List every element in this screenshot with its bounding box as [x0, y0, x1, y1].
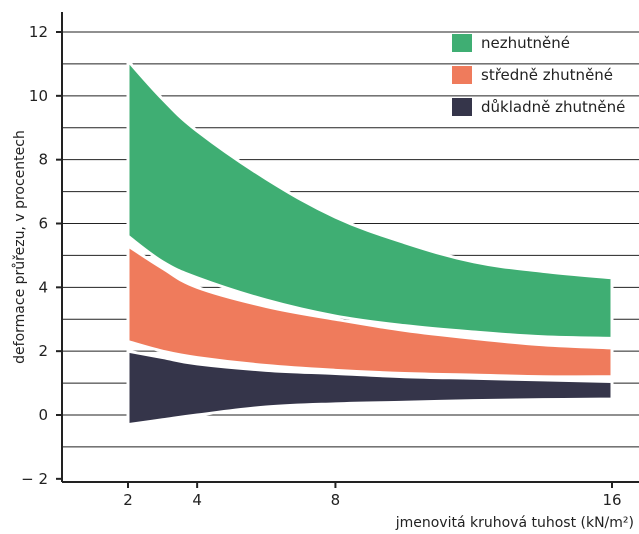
x-tick-label: 16 [602, 491, 621, 509]
y-tick-label: 4 [38, 278, 48, 296]
axes [61, 12, 639, 483]
band-series-3 [126, 349, 614, 427]
y-tick-label: 6 [38, 215, 48, 233]
legend-swatch [452, 98, 472, 116]
y-tick-label: 12 [29, 23, 48, 41]
legend-swatch [452, 34, 472, 52]
y-axis-title: deformace průřezu, v procentech [12, 130, 28, 364]
x-axis-ticks: 2 4 8 16 [123, 482, 622, 509]
y-tick-label: 8 [38, 151, 48, 169]
y-axis-ticks: − 2 0 2 4 6 8 10 12 [21, 23, 62, 488]
legend-swatch [452, 66, 472, 84]
y-tick-label: − 2 [21, 470, 48, 488]
band-series-1 [126, 59, 614, 340]
band-series-2 [126, 244, 614, 379]
legend: nezhutněné středně zhutněné důkladně zhutn… [452, 34, 625, 116]
x-tick-label: 2 [123, 491, 133, 509]
legend-label: středně zhutněné [481, 66, 613, 84]
x-axis-title: jmenovitá kruhová tuhost (kN/m²) [395, 515, 634, 531]
data-bands [126, 59, 614, 427]
x-tick-label: 4 [192, 491, 202, 509]
y-tick-label: 2 [38, 342, 48, 360]
legend-label: důkladně zhutněné [481, 98, 625, 116]
y-tick-label: 0 [38, 406, 48, 424]
legend-label: nezhutněné [481, 34, 570, 52]
x-tick-label: 8 [331, 491, 341, 509]
y-tick-label: 10 [29, 87, 48, 105]
